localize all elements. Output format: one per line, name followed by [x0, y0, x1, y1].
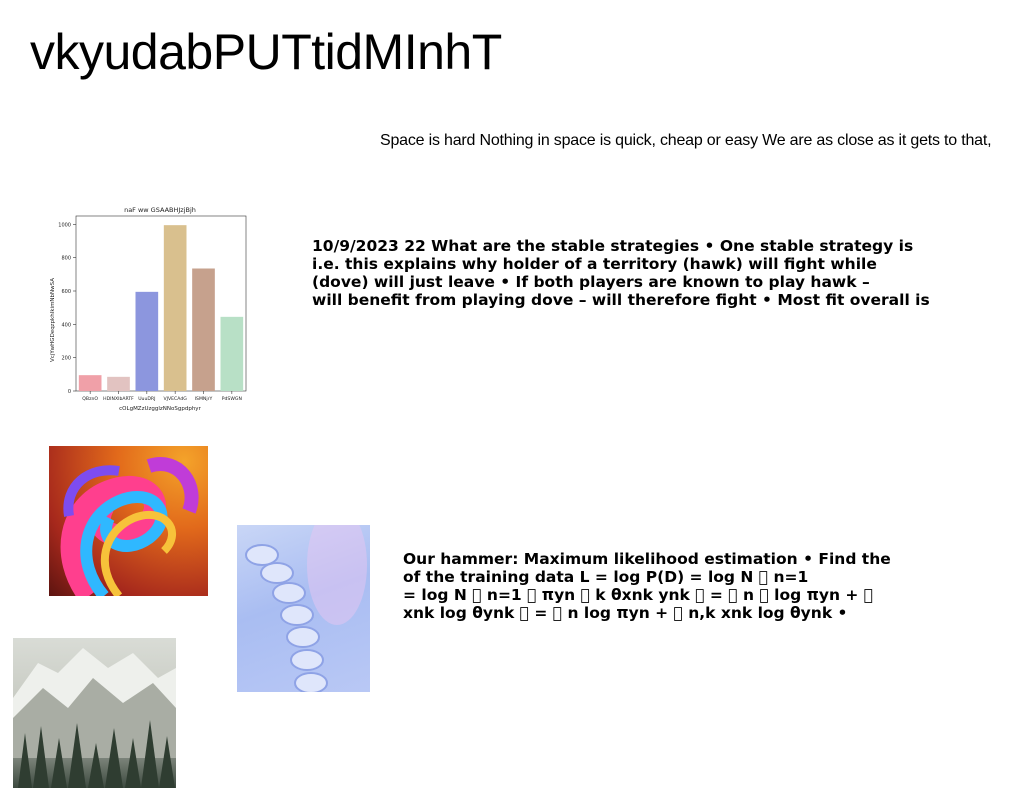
paragraph-line: = log N ￿ n=1 ￿ πyn ￿ k θxnk ynk ￿ = ￿ n… [403, 586, 874, 604]
chart-frame [75, 215, 247, 392]
y-tick-label: 200 [61, 356, 71, 362]
paragraph-line: Our hammer: Maximum likelihood estimatio… [403, 550, 891, 568]
x-tick-label: PdSWGN [222, 396, 242, 402]
mle-paragraph: Our hammer: Maximum likelihood estimatio… [403, 550, 963, 622]
tagline-text: Space is hard Nothing in space is quick,… [380, 132, 992, 149]
paragraph-line: will benefit from playing dove – will th… [312, 291, 930, 309]
chart-y-axis-label: VcjYwHGDeqzpkhIkimNbNwSA [50, 278, 56, 362]
chart-plot-area: 0 200 400 600 800 1000 QBznO HDINXIbARTF UuuDRJ V… [58, 215, 247, 402]
chart-title: naF ww GSAABHJzjBjh [124, 206, 196, 214]
spiral-graphic [245, 525, 367, 692]
paragraph-line: xnk log θynk ￿ = ￿ n log πyn + ￿ n,k xnk… [403, 604, 848, 622]
y-tick-label: 0 [68, 389, 71, 395]
paragraph-line: 10/9/2023 22 What are the stable strateg… [312, 237, 914, 255]
y-tick-label: 1000 [58, 222, 71, 228]
y-tick-label: 600 [61, 289, 71, 295]
y-tick-label: 800 [61, 256, 71, 262]
x-tick-label: ISMNjrY [195, 396, 213, 402]
paragraph-line: (dove) will just leave • If both players… [312, 273, 870, 291]
mountain-forest-image [13, 638, 176, 788]
bar-chart-svg: naF ww GSAABHJzjBjh VcjYwHGDeqzpkhIkimNb… [50, 206, 247, 412]
y-tick-label: 400 [61, 322, 71, 328]
page-title: vkyudabPUTtidMInhT [30, 24, 502, 80]
bar-hdinxibartf [107, 376, 130, 391]
bar-ismnjry [192, 268, 215, 391]
bar-vjvecadg [163, 225, 187, 391]
x-tick-label: QBznO [82, 396, 98, 402]
paragraph-line: i.e. this explains why holder of a terri… [312, 255, 877, 273]
abstract-swirl-image [49, 446, 208, 596]
x-tick-label: UuuDRJ [138, 396, 155, 402]
bar-qbzno [78, 375, 102, 391]
bar-chart: naF ww GSAABHJzjBjh VcjYwHGDeqzpkhIkimNb… [44, 200, 254, 415]
x-tick-label: HDINXIbARTF [103, 396, 134, 402]
mountain-graphic [13, 648, 176, 788]
x-tick-label: VJVECAdG [164, 396, 188, 402]
swirl-graphic [60, 457, 199, 596]
paragraph-line: of the training data L = log P(D) = log … [403, 568, 809, 586]
bar-uuudrj [135, 291, 159, 391]
hawk-dove-paragraph: 10/9/2023 22 What are the stable strateg… [312, 237, 972, 309]
bar-pdswgn [220, 316, 244, 391]
blue-spiral-image [237, 525, 370, 692]
chart-x-axis-label: cOLgMZzUzgglzNNoSgpdphyr [119, 406, 201, 412]
